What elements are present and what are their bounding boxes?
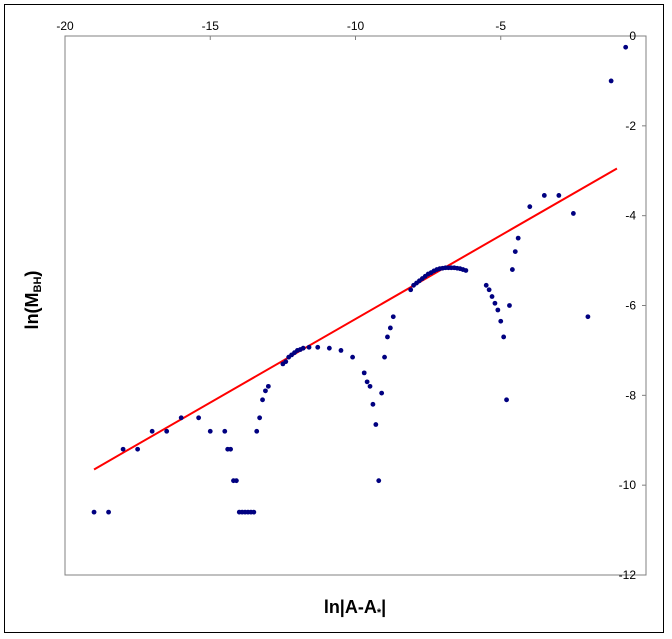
data-point [492, 300, 498, 306]
data-point [585, 314, 591, 320]
data-point [149, 428, 155, 434]
y-tick-label: -10 [619, 478, 637, 492]
data-point [263, 388, 268, 394]
data-point [608, 78, 614, 84]
data-point [507, 303, 512, 308]
y-axis-title: ln(MBH) [22, 271, 44, 330]
data-point [361, 370, 367, 376]
data-point [501, 334, 507, 340]
data-point [379, 390, 385, 396]
data-point [135, 446, 141, 452]
plot-area [64, 35, 647, 576]
data-point [364, 379, 370, 385]
data-point [257, 415, 263, 421]
y-tick-label: -4 [625, 209, 636, 223]
data-point [385, 334, 390, 340]
data-point [382, 354, 387, 360]
y-tick-label: -8 [625, 388, 636, 402]
y-tick-label: 0 [629, 29, 636, 43]
data-point [367, 383, 373, 389]
data-point [222, 428, 228, 434]
data-point [495, 307, 501, 313]
data-point [233, 478, 239, 484]
data-point [338, 348, 344, 353]
y-tick-label: -6 [625, 299, 636, 313]
data-point [512, 249, 518, 255]
data-point [509, 267, 515, 272]
data-point [408, 287, 414, 293]
data-point [486, 287, 492, 293]
data-point [498, 318, 504, 324]
x-axis-ticks: -20 -15 -10 -5 [56, 19, 506, 40]
data-point [315, 344, 321, 350]
x-axis-title: ln|A-A*| [324, 597, 386, 619]
data-point [178, 415, 184, 421]
data-point [515, 235, 521, 241]
data-point [489, 294, 495, 299]
data-point [164, 428, 170, 434]
x-tick-label: -10 [347, 19, 365, 33]
x-tick-label: -20 [56, 19, 74, 33]
data-point [541, 193, 547, 198]
y-axis-ticks: 0 -2 -4 -6 -8 -10 -12 [619, 29, 646, 582]
x-tick-label: -5 [495, 19, 506, 33]
data-point [120, 446, 126, 452]
y-tick-label: -2 [625, 119, 636, 133]
data-point [228, 446, 233, 452]
data-point [387, 325, 393, 331]
x-tick-label: -15 [202, 19, 220, 33]
data-point [300, 345, 306, 351]
data-point [326, 345, 332, 351]
data-point [265, 383, 271, 389]
data-point [556, 193, 562, 198]
data-point [91, 509, 97, 515]
data-point [254, 428, 260, 434]
data-marks [91, 44, 629, 515]
data-point [350, 354, 355, 360]
data-point [623, 44, 629, 50]
data-point [251, 509, 257, 515]
data-point [260, 397, 265, 403]
data-point [207, 428, 213, 434]
data-point [376, 478, 382, 484]
data-point [504, 397, 509, 403]
y-tick-label: -12 [619, 568, 637, 582]
data-point [306, 344, 312, 350]
data-point [463, 268, 469, 273]
data-point [390, 314, 396, 320]
data-point [570, 211, 576, 216]
data-point [196, 415, 202, 421]
data-point [373, 422, 379, 427]
data-point [483, 282, 489, 288]
data-point [106, 509, 111, 515]
data-point [527, 204, 533, 210]
data-point [283, 359, 289, 365]
chart-frame [4, 4, 664, 633]
data-point [370, 401, 376, 407]
